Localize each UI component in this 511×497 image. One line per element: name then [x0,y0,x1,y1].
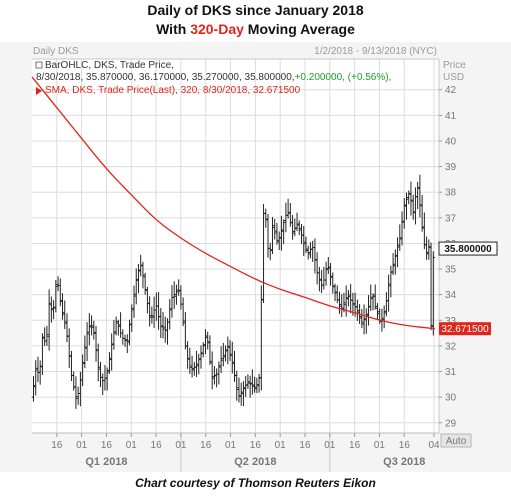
quarter-label: Q3 2018 [383,456,425,468]
x-tick-label: 01 [374,440,386,451]
x-tick-label: 16 [200,440,212,451]
quarter-separators [180,433,331,472]
ohlc-legend: BarOHLC, DKS, Trade Price, 8/30/2018, 35… [35,60,391,83]
x-tick-label: 01 [225,440,237,451]
y-tick-label: 33 [445,316,457,327]
last-price-label: 35.800000 [444,244,492,255]
x-tick-label: 16 [151,440,163,451]
x-tick-label: 01 [126,440,138,451]
last-price-tag: 35.800000 [438,241,498,256]
quarter-label: Q2 2018 [234,456,276,468]
sma-value-tag: 32.671500 [439,322,491,336]
auto-scale-box[interactable] [440,433,472,448]
x-tick-label: 04 [428,440,440,451]
y-tick-label: 30 [445,393,457,404]
sma-legend-text: SMA, DKS, Trade Price(Last), 320, 8/30/2… [45,85,301,96]
sma-legend: SMA, DKS, Trade Price(Last), 320, 8/30/2… [36,85,301,96]
ohlc-bars [31,174,436,409]
price-chart: Daily DKS 1/2/2018 - 9/13/2018 (NYC) Pri… [0,42,511,472]
ohlc-legend-values: 8/30/2018, 35.870000, 36.170000, 35.2700… [36,72,391,83]
y-tick-label: 34 [445,290,457,301]
auto-scale-button[interactable]: Auto [440,433,472,448]
y-tick-label: 38 [445,188,457,199]
x-tick-label: 01 [275,440,287,451]
subtitle-prefix: With [156,21,191,37]
date-range-label: 1/2/2018 - 9/13/2018 (NYC) [314,46,437,57]
panel-title: Daily DKS [33,46,79,57]
sma-line [31,76,436,330]
x-tick-label: 16 [399,440,411,451]
ohlc-legend-swatch [35,61,43,69]
quarter-labels: Q1 2018 Q2 2018 Q3 2018 [85,456,425,468]
x-tick-label: 16 [349,440,361,451]
chart-caption: Chart courtesy of Thomson Reuters Eikon [135,476,376,490]
chart-frame: Daily DKS 1/2/2018 - 9/13/2018 (NYC) Pri… [0,42,511,472]
x-tick-label: 16 [101,440,113,451]
plot-area [32,59,439,433]
subtitle-suffix: Moving Average [243,21,355,37]
sma-value-label: 32.671500 [441,324,489,335]
sma-value-box [439,322,491,336]
ohlc-legend-name: BarOHLC, DKS, Trade Price, [45,60,174,71]
y-tick-label: 32 [445,341,457,352]
y-tick-label: 40 [445,136,457,147]
x-tick-label: 01 [175,440,187,451]
y-tick-label: 42 [445,85,457,96]
ohlc-legend-numbers: 8/30/2018, 35.870000, 36.170000, 35.2700… [36,72,295,83]
chart-title: Daily of DKS since January 2018 [147,2,364,18]
x-axis-ticks: 16 01 16 01 16 01 16 01 16 01 16 01 16 01 16 04 [32,432,440,451]
y-tick-label: 35 [445,265,457,276]
ohlc-legend-change: +0.200000, (+0.56%), [295,72,392,83]
y-tick-label: 39 [445,162,457,173]
subtitle-highlight: 320-Day [190,21,244,37]
x-tick-label: 16 [250,440,262,451]
x-tick-label: 01 [76,440,88,451]
axis-header-price: Price [443,60,466,71]
sma-legend-swatch [36,87,42,95]
x-tick-label: 16 [299,440,311,451]
auto-scale-label[interactable]: Auto [446,436,467,447]
quarter-label: Q1 2018 [85,456,127,468]
y-tick-label: 41 [445,111,457,122]
x-tick-label: 01 [324,440,336,451]
sma-line-layer [31,76,436,330]
last-price-box [438,241,498,256]
chart-subtitle: With 320-Day Moving Average [0,21,511,37]
x-tick-label: 16 [51,440,63,451]
axis-header-usd: USD [443,72,464,83]
y-tick-label: 37 [445,213,457,224]
y-tick-label: 31 [445,367,457,378]
y-tick-label: 29 [445,418,457,429]
